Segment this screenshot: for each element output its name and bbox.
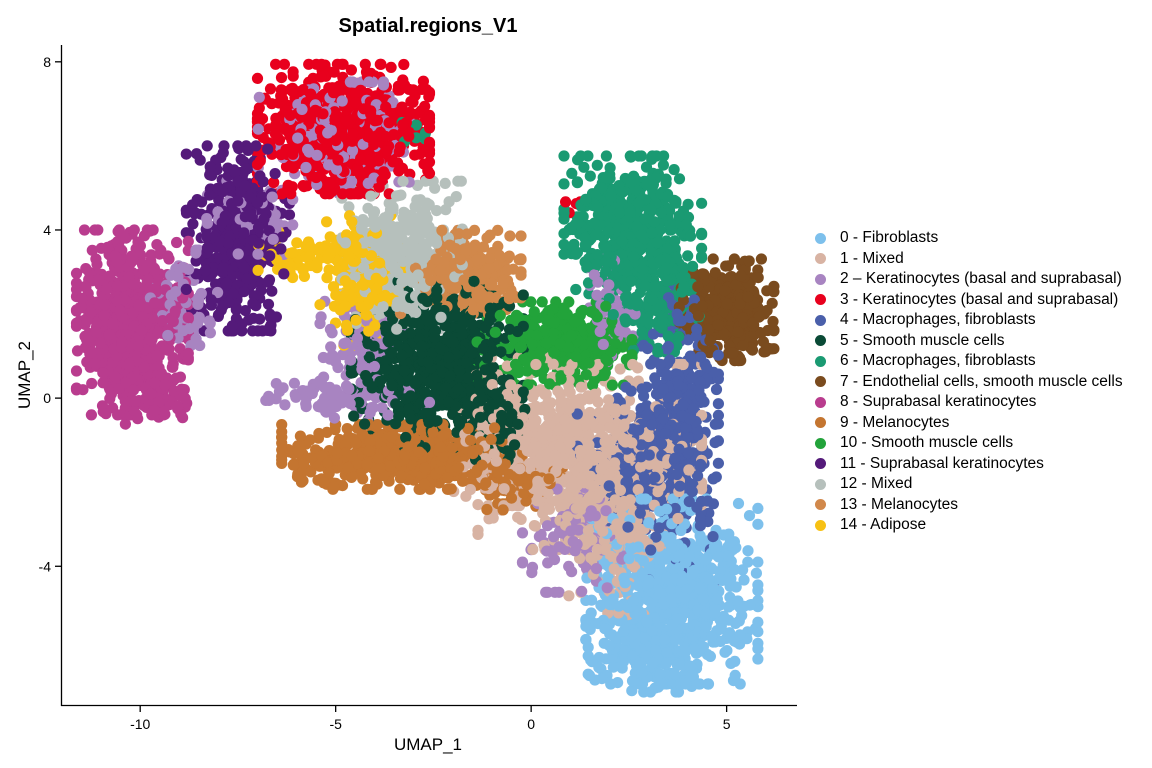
data-point [294, 430, 306, 442]
data-point [752, 579, 764, 591]
data-point [291, 237, 303, 249]
data-point [542, 557, 554, 569]
data-point [742, 545, 754, 557]
data-point [300, 401, 312, 413]
data-point [730, 581, 742, 593]
data-point [397, 175, 409, 187]
data-point [525, 296, 537, 308]
data-point [541, 586, 554, 598]
data-point [92, 224, 104, 236]
data-point [191, 148, 203, 160]
data-point [279, 399, 291, 411]
data-point [394, 483, 406, 495]
data-point [743, 509, 756, 522]
data-point [327, 281, 340, 293]
data-point [298, 270, 310, 282]
data-point [720, 260, 732, 272]
data-point [558, 238, 570, 251]
data-point [264, 83, 277, 95]
data-point [303, 58, 315, 70]
data-point [97, 377, 109, 389]
data-point [696, 242, 708, 254]
data-point [305, 466, 317, 478]
data-point [405, 96, 417, 108]
data-point [755, 253, 768, 265]
data-point [321, 216, 333, 228]
data-point [343, 201, 355, 213]
data-point [578, 161, 590, 173]
data-point [614, 363, 626, 375]
data-point [187, 199, 199, 211]
data-point [535, 528, 547, 540]
data-point [252, 325, 264, 337]
data-point [612, 677, 624, 689]
data-point [504, 230, 516, 242]
data-point [668, 164, 680, 176]
data-point [371, 419, 383, 431]
data-point [472, 528, 484, 541]
chart-title: Spatial.regions_V1 [339, 15, 518, 37]
data-point [566, 566, 578, 578]
data-point [70, 365, 83, 377]
data-point [464, 385, 476, 397]
data-point [516, 527, 529, 539]
data-point [515, 230, 527, 242]
data-point [171, 236, 183, 249]
data-point [70, 317, 83, 329]
data-point [345, 64, 357, 76]
data-point [657, 159, 670, 171]
data-point [553, 586, 565, 598]
data-point [752, 502, 764, 514]
data-point [558, 150, 570, 162]
data-point [725, 657, 737, 670]
data-point [752, 653, 764, 665]
data-point [119, 418, 131, 430]
data-point [251, 72, 264, 84]
data-point [180, 148, 192, 160]
data-point [190, 255, 202, 267]
data-point [70, 267, 83, 279]
data-point [626, 685, 638, 697]
data-point [230, 304, 242, 316]
data-point [712, 435, 725, 447]
data-point [536, 296, 548, 308]
data-point [439, 177, 451, 189]
data-point [750, 567, 763, 579]
data-point [265, 325, 277, 337]
data-point [710, 383, 723, 396]
data-point [570, 283, 582, 296]
data-point [593, 407, 605, 419]
data-point [85, 295, 97, 307]
data-point [682, 250, 694, 262]
data-point [575, 150, 587, 162]
data-point [71, 345, 84, 357]
data-point [201, 140, 213, 152]
data-point [270, 311, 282, 323]
data-point [275, 72, 288, 84]
data-point [341, 423, 353, 435]
data-point [512, 511, 524, 523]
data-point [696, 197, 708, 209]
data-point [86, 377, 98, 390]
data-point [145, 249, 157, 261]
data-point [313, 427, 325, 440]
data-point [604, 162, 616, 174]
data-point [600, 150, 613, 162]
data-point [262, 298, 275, 310]
scatter-points [70, 58, 780, 698]
data-point [86, 244, 98, 256]
data-point [712, 409, 725, 421]
data-point [398, 58, 410, 71]
data-point [315, 311, 327, 323]
data-point [330, 289, 342, 301]
data-point [270, 58, 282, 70]
data-point [278, 58, 290, 70]
data-point [214, 195, 226, 207]
data-point [568, 238, 580, 250]
data-point [239, 305, 251, 317]
data-point [704, 650, 717, 663]
data-point [261, 276, 274, 288]
